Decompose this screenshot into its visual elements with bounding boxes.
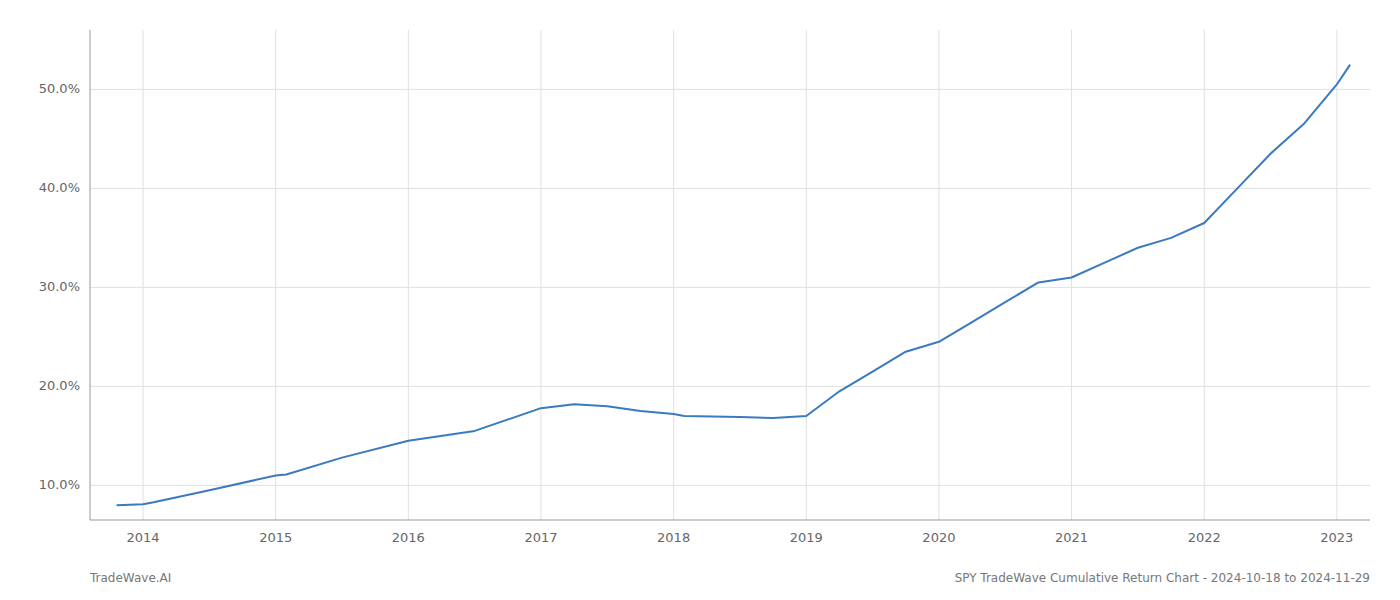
x-tick-label: 2016	[392, 530, 425, 545]
x-grid-line	[806, 30, 807, 520]
y-tick-label: 50.0%	[39, 81, 80, 96]
x-tick-label: 2019	[790, 530, 823, 545]
y-grid-line	[90, 287, 1370, 288]
footer: TradeWave.AI SPY TradeWave Cumulative Ret…	[89, 571, 1370, 585]
y-tick-label: 20.0%	[39, 378, 80, 393]
footer-text: SPY TradeWave Cumulative Return Chart - …	[955, 571, 1370, 585]
y-grid-line	[90, 188, 1370, 189]
x-tick-label: 2015	[259, 530, 292, 545]
x-grid-line	[673, 30, 674, 520]
x-grid-line	[540, 30, 541, 520]
chart: 10.0% 20.0% 30.0% 40.0% 50.0% 2014 2015 2016 201…	[0, 0, 1400, 600]
y-tick-label: 10.0%	[39, 477, 80, 492]
x-tick-label: 2023	[1320, 530, 1353, 545]
x-grid-line	[275, 30, 276, 520]
x-grid-line	[1204, 30, 1205, 520]
x-grid-line	[143, 30, 144, 520]
x-tick-label: 2020	[922, 530, 955, 545]
x-tick-label: 2017	[524, 530, 557, 545]
page: {"chart_data": {"type": "line", "x": [20…	[0, 0, 1400, 600]
y-grid-line	[90, 89, 1370, 90]
x-grid-line	[938, 30, 939, 520]
x-tick-label: 2022	[1188, 530, 1221, 545]
y-tick-label: 40.0%	[39, 180, 80, 195]
x-tick-label: 2021	[1055, 530, 1088, 545]
footer-text: TradeWave.AI	[89, 571, 171, 585]
x-tick-label: 2018	[657, 530, 690, 545]
data-line	[117, 65, 1351, 506]
y-tick-label: 30.0%	[39, 279, 80, 294]
axes: 10.0% 20.0% 30.0% 40.0% 50.0% 2014 2015 2016 201…	[39, 30, 1370, 545]
x-grid-line	[1336, 30, 1337, 520]
y-axis-line	[90, 30, 91, 520]
plot-area	[117, 65, 1351, 506]
grid	[90, 30, 1370, 520]
x-grid-line	[1071, 30, 1072, 520]
y-grid-line	[90, 386, 1370, 387]
x-grid-line	[408, 30, 409, 520]
y-grid-line	[90, 485, 1370, 486]
x-axis-line	[90, 520, 1370, 521]
x-tick-label: 2014	[127, 530, 160, 545]
